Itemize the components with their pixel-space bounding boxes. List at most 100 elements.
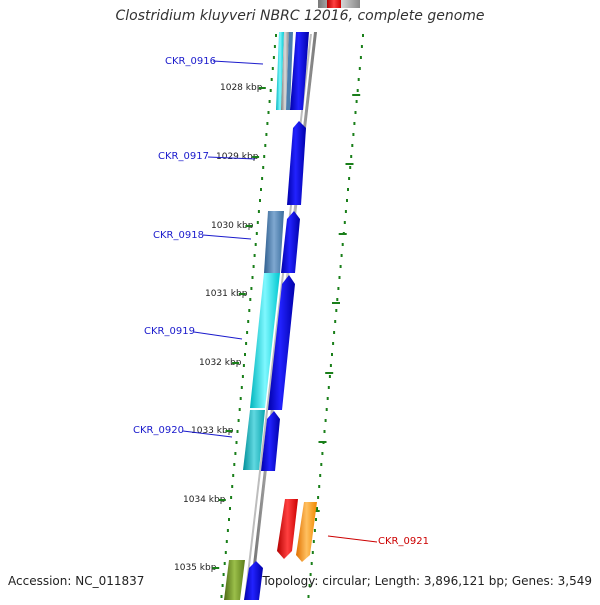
tick-dot (232, 474, 235, 477)
tick-dot (244, 353, 246, 356)
cds-ckr-0919-blue[interactable] (268, 275, 295, 410)
cds-ckr-0920-blue[interactable] (261, 411, 280, 471)
tick-dot (269, 89, 272, 92)
tick-dot (252, 265, 255, 268)
tick-dot (355, 100, 358, 103)
kbp-label: 1033 kbp (191, 426, 234, 436)
gene-leader-line (202, 234, 252, 240)
tick-dot (260, 188, 262, 191)
cds-ckr-0917[interactable] (287, 121, 306, 205)
tick-dot (273, 45, 276, 48)
gene-label[interactable]: CKR_0919 (144, 326, 195, 337)
tick-dot (344, 210, 347, 213)
gene-label[interactable]: CKR_0916 (165, 56, 216, 67)
cds-1035-olive[interactable] (224, 560, 245, 600)
kbp-label: 1030 kbp (211, 221, 254, 231)
tick-dot (350, 155, 353, 158)
tick-dot (242, 364, 245, 367)
gene-leader-line (182, 430, 233, 438)
tick-dot (226, 529, 229, 532)
tick-dot (311, 551, 314, 554)
major-tick (332, 302, 340, 304)
cds-ckr-0920-teal[interactable] (243, 410, 265, 470)
gene-leader-line (193, 331, 243, 340)
tick-dot (264, 144, 267, 147)
tick-dot (257, 210, 260, 213)
tick-dot (265, 133, 268, 136)
gene-label[interactable]: CKR_0917 (158, 151, 209, 162)
tick-dot (340, 254, 343, 257)
cds-ckr-0916-blue[interactable] (290, 32, 309, 110)
accession-label: Accession: (8, 574, 72, 588)
tick-dot (323, 430, 326, 433)
accession-value: NC_011837 (75, 574, 145, 588)
tick-dot (347, 188, 349, 191)
tick-dot (235, 441, 238, 444)
kbp-major-tick (232, 362, 240, 364)
tick-dot (316, 507, 318, 510)
tick-dot (250, 287, 253, 290)
kbp-label: 1034 kbp (183, 495, 226, 505)
tick-dot (354, 111, 357, 114)
tick-dot (262, 166, 265, 169)
gene-label[interactable]: CKR_0920 (133, 425, 184, 436)
cds-ckr-0918-steel[interactable] (264, 211, 284, 273)
tick-dot (275, 34, 277, 37)
major-tick (352, 94, 361, 96)
tick-dot (308, 584, 311, 587)
kbp-label: 1035 kbp (174, 563, 217, 573)
tick-dot (359, 56, 362, 59)
tick-dot (332, 342, 335, 345)
cds-1035-blue[interactable] (244, 561, 263, 600)
tick-dot (312, 540, 315, 543)
tick-dot (320, 463, 323, 466)
cds-ckr-0921-orange[interactable] (296, 502, 317, 562)
cds-ckr-0916-teal[interactable] (286, 32, 293, 110)
tick-dot (261, 177, 264, 180)
kbp-labels: 1028 kbp 1029 kbp 1030 kbp 1031 kbp 1032 kbp… (174, 83, 266, 573)
tick-dot (222, 573, 225, 576)
kbp-label: 1031 kbp (205, 289, 248, 299)
tick-dot (272, 56, 275, 59)
kbp-major-tick (218, 499, 226, 501)
tick-dot (352, 133, 355, 136)
genome-stats: Topology: circular; Length: 3,896,121 bp… (262, 574, 592, 588)
tick-dot (341, 243, 344, 246)
accession-info: Accession: NC_011837 (8, 574, 144, 588)
gene-leader-line (207, 156, 256, 160)
tick-dot (317, 496, 320, 499)
kbp-label: 1029 kbp (216, 152, 259, 162)
tick-dot (249, 298, 252, 301)
tick-dot (338, 276, 341, 279)
tick-dot (356, 89, 359, 92)
kbp-major-tick (212, 567, 220, 569)
cds-ckr-0921-red[interactable] (277, 499, 298, 559)
tick-dot (307, 595, 310, 598)
tick-dot (335, 309, 338, 312)
cds-ckr-0919-cyan[interactable] (250, 273, 280, 408)
gene-label[interactable]: CKR_0921 (378, 536, 429, 547)
gene-label[interactable]: CKR_0918 (153, 230, 204, 241)
kbp-major-tick (238, 293, 246, 295)
major-tick (325, 372, 334, 374)
cds-ckr-0918-blue[interactable] (281, 211, 300, 273)
tick-dot (362, 34, 364, 37)
tick-dot (331, 353, 333, 356)
tick-dot (251, 276, 254, 279)
cds-ckr-0916-cyan[interactable] (276, 32, 284, 110)
kbp-label: 1032 kbp (199, 358, 242, 368)
tick-dot (236, 430, 239, 433)
kbp-major-tick (258, 87, 266, 89)
gene-leader-line (327, 535, 378, 543)
tick-dot (313, 529, 316, 532)
tick-dot (234, 452, 237, 455)
tick-dot (233, 463, 236, 466)
cds-ckr-0916-gray[interactable] (281, 32, 289, 110)
top-red-cds[interactable] (327, 0, 341, 8)
map-title: Clostridium kluyveri NBRC 12016, complet… (115, 8, 485, 24)
kbp-major-tick (252, 156, 260, 158)
tick-dot (337, 287, 340, 290)
tick-dot (266, 122, 269, 125)
gene-leader-line (212, 60, 264, 65)
